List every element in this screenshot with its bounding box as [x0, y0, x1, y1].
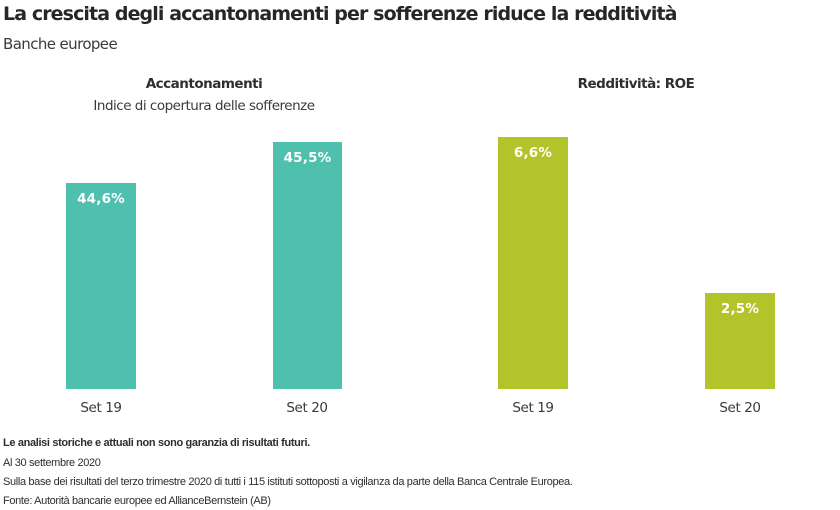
- footnote-date: Al 30 settembre 2020: [3, 457, 101, 469]
- footnote-disclaimer: Le analisi storiche e attuali non sono g…: [3, 437, 310, 449]
- x-tick-label: Set 20: [286, 400, 328, 416]
- bar-value-label: 44,6%: [77, 191, 125, 207]
- x-tick-label: Set 20: [719, 400, 761, 416]
- bar-value-label: 2,5%: [720, 301, 760, 317]
- chart-title: La crescita degli accantonamenti per sof…: [3, 3, 677, 25]
- panel-subtitle-coverage: Indice di copertura delle sofferenze: [93, 98, 315, 114]
- x-tick-label: Set 19: [80, 400, 122, 416]
- bar-roe-set19: 6,6%: [498, 137, 568, 389]
- chart-subtitle: Banche europee: [3, 35, 118, 53]
- x-tick-label: Set 19: [512, 400, 554, 416]
- bar-value-label: 45,5%: [283, 150, 332, 166]
- panel-title-roe: Redditività: ROE: [577, 76, 695, 92]
- bar-roe-set20: 2,5%: [705, 293, 775, 389]
- footnote-basis: Sulla base dei risultati del terzo trime…: [3, 476, 573, 488]
- footnote-source: Fonte: Autorità bancarie europee ed Alli…: [3, 495, 271, 507]
- bar-accantonamenti-set20: 45,5%: [273, 142, 342, 389]
- bar-value-label: 6,6%: [513, 145, 553, 161]
- bar-accantonamenti-set19: 44,6%: [66, 183, 136, 389]
- panel-title-accantonamenti: Accantonamenti: [145, 76, 263, 92]
